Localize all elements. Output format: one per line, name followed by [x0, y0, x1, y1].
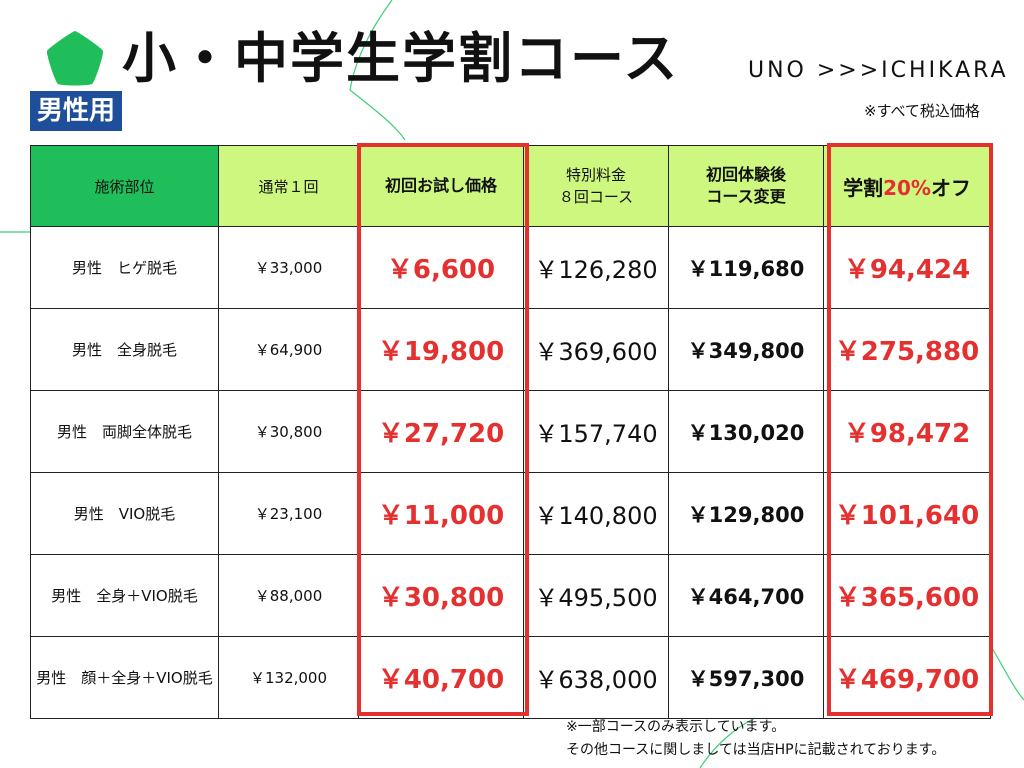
table-header-row: 施術部位 通常１回 初回お試し価格 特別料金 ８回コース 初回体験後コース変更 学… [30, 145, 991, 227]
header-special-line1: 特別料金 [565, 166, 626, 184]
cell-special-price: ￥638,000 [523, 636, 669, 719]
table-row: 男性 全身脱毛 ￥64,900 ￥19,800 ￥369,600 ￥349,800 ￥27… [30, 308, 991, 391]
header-part: 施術部位 [30, 145, 219, 227]
table-row: 男性 ヒゲ脱毛 ￥33,000 ￥6,600 ￥126,280 ￥119,680 ￥94,… [30, 226, 991, 309]
cell-part: 男性 VIO脱毛 [30, 472, 219, 555]
header-normal: 通常１回 [218, 145, 359, 227]
pentagon-logo-icon [46, 31, 104, 86]
gender-badge: 男性用 [30, 91, 122, 131]
cell-normal-price: ￥33,000 [218, 226, 359, 309]
table-row: 男性 両脚全体脱毛 ￥30,800 ￥27,720 ￥157,740 ￥130,020 ￥… [30, 390, 991, 473]
header-change: 初回体験後コース変更 [668, 145, 824, 227]
cell-normal-price: ￥30,800 [218, 390, 359, 473]
cell-part: 男性 全身＋VIO脱毛 [30, 554, 219, 637]
cell-special-price: ￥495,500 [523, 554, 669, 637]
cell-normal-price: ￥23,100 [218, 472, 359, 555]
page-title: 小・中学生学割コース [122, 27, 680, 90]
header-change-line2: コース変更 [706, 187, 786, 206]
cell-trial-price: ￥27,720 [358, 390, 524, 473]
table-row: 男性 全身＋VIO脱毛 ￥88,000 ￥30,800 ￥495,500 ￥464,70… [30, 554, 991, 637]
cell-normal-price: ￥88,000 [218, 554, 359, 637]
cell-change-price: ￥129,800 [668, 472, 824, 555]
cell-special-price: ￥126,280 [523, 226, 669, 309]
header-special-line2: ８回コース [558, 188, 634, 206]
header-student-accent: 20% [883, 175, 931, 200]
cell-special-price: ￥140,800 [523, 472, 669, 555]
cell-change-price: ￥130,020 [668, 390, 824, 473]
cell-student-price: ￥94,424 [823, 226, 991, 309]
cell-part: 男性 両脚全体脱毛 [30, 390, 219, 473]
header-student-prefix: 学割 [843, 175, 884, 200]
table-row: 男性 顔＋全身＋VIO脱毛 ￥132,000 ￥40,700 ￥638,000 ￥597… [30, 636, 991, 719]
header-change-line1: 初回体験後 [705, 165, 786, 184]
header-student-discount: 学割20%オフ [823, 145, 991, 227]
cell-student-price: ￥275,880 [823, 308, 991, 391]
table-row: 男性 VIO脱毛 ￥23,100 ￥11,000 ￥140,800 ￥129,800 ￥1… [30, 472, 991, 555]
cell-trial-price: ￥11,000 [358, 472, 524, 555]
cell-change-price: ￥597,300 [668, 636, 824, 719]
tax-note: ※すべて税込価格 [864, 102, 980, 120]
cell-trial-price: ￥40,700 [358, 636, 524, 719]
cell-special-price: ￥157,740 [523, 390, 669, 473]
cell-normal-price: ￥64,900 [218, 308, 359, 391]
footnote-line2: その他コースに関しましては当店HPに記載されております。 [566, 742, 946, 758]
header-special: 特別料金 ８回コース [523, 145, 669, 227]
cell-student-price: ￥365,600 [823, 554, 991, 637]
cell-trial-price: ￥30,800 [358, 554, 524, 637]
header-student-suffix: オフ [930, 175, 971, 200]
cell-trial-price: ￥6,600 [358, 226, 524, 309]
header-trial: 初回お試し価格 [358, 145, 524, 227]
footnotes: ※一部コースのみ表示しています。 その他コースに関しましては当店HPに記載されて… [566, 716, 945, 762]
cell-student-price: ￥469,700 [823, 636, 991, 719]
cell-trial-price: ￥19,800 [358, 308, 524, 391]
cell-special-price: ￥369,600 [523, 308, 669, 391]
price-table: 施術部位 通常１回 初回お試し価格 特別料金 ８回コース 初回体験後コース変更 学… [30, 145, 991, 719]
cell-normal-price: ￥132,000 [218, 636, 359, 719]
cell-part: 男性 全身脱毛 [30, 308, 219, 391]
cell-change-price: ￥349,800 [668, 308, 824, 391]
cell-part: 男性 ヒゲ脱毛 [30, 226, 219, 309]
cell-student-price: ￥98,472 [823, 390, 991, 473]
cell-part: 男性 顔＋全身＋VIO脱毛 [30, 636, 219, 719]
cell-change-price: ￥464,700 [668, 554, 824, 637]
footnote-line1: ※一部コースのみ表示しています。 [566, 719, 786, 735]
brand-name: UNO >>>ICHIKARA [748, 58, 1009, 83]
cell-student-price: ￥101,640 [823, 472, 991, 555]
cell-change-price: ￥119,680 [668, 226, 824, 309]
